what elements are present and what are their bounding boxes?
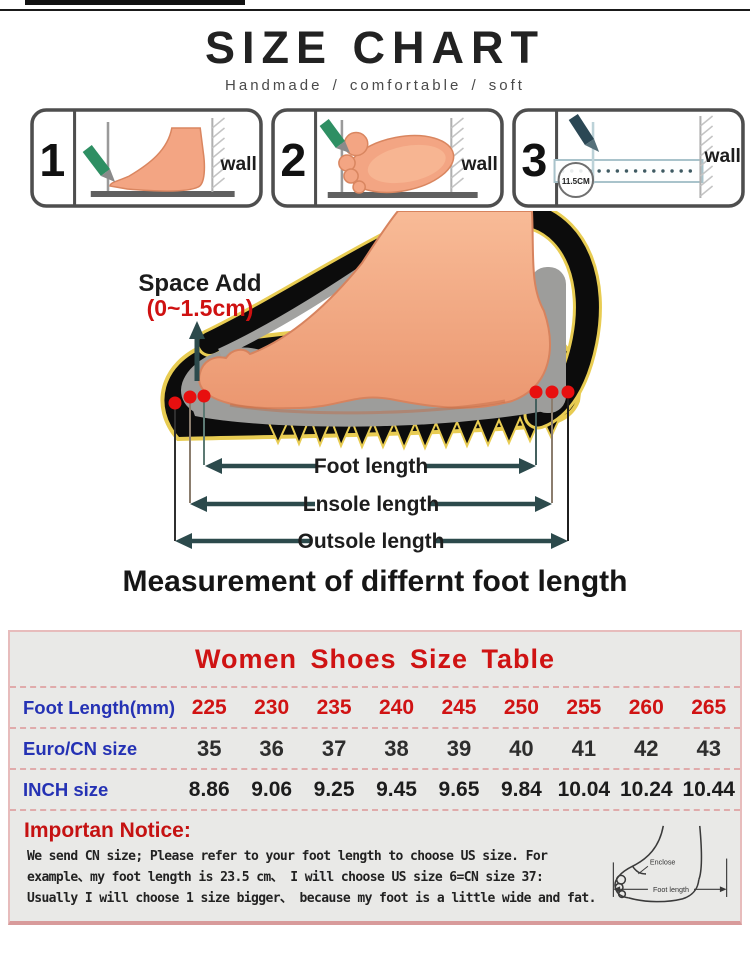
- step-number: 1: [39, 134, 65, 186]
- cell: 9.45: [376, 777, 417, 801]
- pencil-icon: [82, 145, 116, 182]
- cell: 235: [316, 695, 352, 719]
- cell: 265: [691, 695, 727, 719]
- wall-label: wall: [461, 154, 498, 175]
- cell: 36: [259, 735, 284, 761]
- foot-length-small-label: Foot length: [653, 885, 689, 894]
- cell: 230: [254, 695, 290, 719]
- foot-length-diagram: Space Add (0~1.5cm) Foot length: [0, 211, 750, 561]
- measuring-steps: 1 wall 2: [30, 108, 745, 208]
- diagram-caption: Measurement of differnt foot length: [122, 565, 628, 598]
- notice-body: We send CN size; Please refer to your fo…: [10, 845, 740, 921]
- step-panel-3: 3 11.5CM wall: [512, 108, 745, 208]
- cell: 240: [379, 695, 415, 719]
- cell: 225: [191, 695, 227, 719]
- step-panel-1: 1 wall: [30, 108, 263, 208]
- table-row-inch: INCH size 8.86 9.06 9.25 9.45 9.65 9.84 …: [10, 768, 740, 809]
- enclose-pointer: [638, 865, 649, 875]
- foot-length-svg: Space Add (0~1.5cm) Foot length: [138, 211, 602, 553]
- top-divider-rule: [0, 9, 750, 11]
- notice-foot-diagram: Enclose Foot length: [612, 825, 728, 903]
- floor-bar: [327, 192, 478, 198]
- step-number: 3: [521, 134, 547, 186]
- space-add-arrow: [189, 321, 205, 381]
- cell: 10.44: [682, 777, 735, 801]
- row-label: INCH size: [23, 778, 109, 800]
- wall-hatch: [699, 115, 714, 198]
- cell: 10.04: [557, 777, 611, 801]
- foot-side-view: [109, 127, 206, 192]
- wall-label: wall: [704, 146, 741, 167]
- step-number: 2: [280, 134, 306, 186]
- space-add-label: Space Add: [138, 270, 261, 297]
- cell: 38: [384, 735, 409, 761]
- table-row-foot-length: Foot Length(mm) 225 230 235 240 245 250 …: [10, 686, 740, 727]
- measure-circle: [557, 162, 595, 198]
- row-label: Foot Length(mm): [23, 696, 176, 718]
- outsole-length-measure: [175, 533, 568, 549]
- cell: 10.24: [620, 777, 673, 801]
- cell: 42: [634, 735, 659, 761]
- cell: 39: [446, 735, 472, 761]
- cell: 43: [696, 735, 721, 761]
- space-add-range: (0~1.5cm): [147, 295, 254, 321]
- cell: 8.86: [188, 777, 230, 801]
- cell: 260: [628, 695, 664, 719]
- step-2-illustration: 2 wall: [271, 108, 504, 208]
- cell: 245: [441, 695, 477, 719]
- foot-length-label: Foot length: [314, 455, 428, 478]
- guide-lines: [174, 399, 569, 541]
- wall-hatch: [211, 117, 225, 192]
- pencil-icon: [319, 119, 351, 153]
- wall-label: wall: [220, 154, 257, 175]
- step-1-illustration: 1 wall: [30, 108, 263, 208]
- cell: 9.84: [500, 777, 542, 801]
- cell: 40: [509, 735, 534, 761]
- table-row-euro-cn: Euro/CN size 35 36 37 38 39 40 41 42 43: [10, 727, 740, 768]
- page-subtitle: Handmade / comfortable / soft: [225, 77, 525, 94]
- foot-sole-view: [338, 131, 455, 194]
- cell: 41: [571, 735, 597, 761]
- insole-length-label: Lnsole length: [303, 493, 440, 516]
- step-3-illustration: 3 11.5CM wall: [512, 108, 745, 208]
- measure-value: 11.5CM: [562, 177, 590, 186]
- cell: 9.65: [438, 777, 480, 801]
- top-left-black-bar: [25, 0, 245, 5]
- floor-bar: [90, 191, 235, 197]
- pencil-icon: [568, 114, 600, 152]
- cell: 35: [196, 735, 222, 761]
- size-table-section: Women Shoes Size Table Foot Length(mm) 2…: [8, 630, 742, 926]
- header: SIZE CHART Handmade / comfortable / soft: [0, 0, 750, 95]
- notice-text: We send CN size; Please refer to your fo…: [27, 849, 596, 906]
- notice-title: Importan Notice:: [10, 809, 740, 845]
- foot-length-measure: [205, 458, 536, 474]
- outsole-length-label: Outsole length: [298, 530, 445, 553]
- cell: 250: [503, 695, 539, 719]
- foot-outline: [614, 825, 703, 903]
- measure-dots: [168, 385, 575, 410]
- row-label: Euro/CN size: [23, 737, 138, 759]
- step-panel-2: 2 wall: [271, 108, 504, 208]
- insole-length-measure: [190, 496, 552, 512]
- enclose-label: Enclose: [650, 857, 676, 866]
- foot-shape: [198, 211, 551, 410]
- cell: 255: [566, 695, 602, 719]
- foot-sole-shade: [229, 399, 506, 415]
- cell: 9.06: [251, 777, 293, 801]
- page-title: SIZE CHART: [205, 22, 545, 73]
- foot-length-arrow: [612, 858, 728, 897]
- panel-border: [30, 108, 263, 208]
- cell: 9.25: [313, 777, 355, 801]
- size-table-title: Women Shoes Size Table: [194, 644, 556, 674]
- cell: 37: [321, 735, 347, 761]
